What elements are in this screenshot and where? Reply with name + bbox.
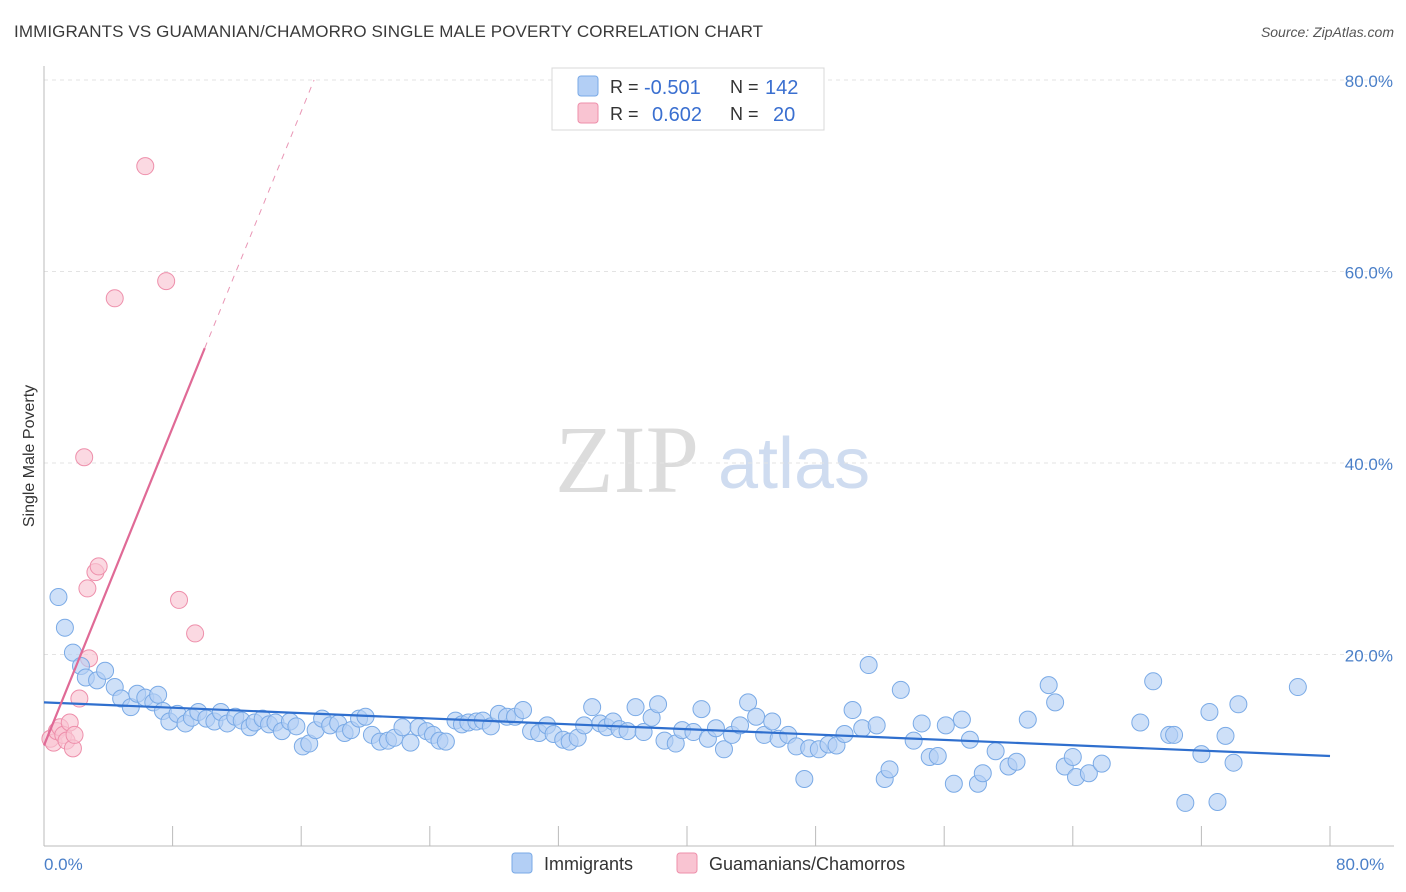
guamanian-point [65, 725, 84, 744]
immigrant-point [763, 712, 782, 731]
immigrant-point [436, 732, 455, 751]
immigrant-point [714, 740, 733, 759]
immigrant-point [843, 701, 862, 720]
immigrant-point [835, 724, 854, 743]
immigrant-point [880, 760, 899, 779]
correlation-legend: R = -0.501 N = 142 R = 0.602 N = 20 [551, 67, 825, 131]
immigrant-point [1200, 702, 1219, 721]
guamanian-point [105, 289, 124, 308]
immigrant-point [1216, 726, 1235, 745]
legend-r-value-1: -0.501 [644, 77, 701, 99]
immigrant-point [952, 710, 971, 729]
y-tick-label: 20.0% [1345, 647, 1393, 666]
guamanian-trend-extension [204, 79, 315, 349]
guamanian-point [170, 590, 189, 609]
immigrant-point [706, 719, 725, 738]
series-legend: Immigrants Guamanians/Chamorros [511, 852, 905, 874]
immigrant-point [1144, 672, 1163, 691]
x-tick-label-max: 80.0% [1336, 855, 1384, 874]
legend-r-label-2: R = [610, 104, 639, 124]
immigrant-point [731, 716, 750, 735]
x-axis-ticks [43, 826, 1331, 846]
bottom-legend-swatch-immigrants [511, 852, 533, 874]
immigrant-point [401, 733, 420, 752]
immigrant-point [1229, 695, 1248, 714]
immigrant-point [973, 764, 992, 783]
x-tick-label-min: 0.0% [44, 855, 83, 874]
immigrant-point [1079, 764, 1098, 783]
guamanian-point [89, 557, 108, 576]
immigrant-point [1176, 793, 1195, 812]
immigrant-point [747, 707, 766, 726]
immigrant-points [49, 588, 1307, 812]
immigrant-point [986, 742, 1005, 761]
immigrant-point [1192, 745, 1211, 764]
immigrant-point [393, 718, 412, 737]
guamanian-point [186, 624, 205, 643]
bottom-legend-label-guamanians: Guamanians/Chamorros [709, 854, 905, 874]
immigrant-point [1092, 754, 1111, 773]
legend-swatch-guamanians [577, 102, 599, 124]
immigrant-point [149, 685, 168, 704]
immigrant-point [1007, 752, 1026, 771]
y-tick-labels: 20.0% 40.0% 60.0% 80.0% [1345, 72, 1393, 666]
immigrant-point [55, 618, 74, 637]
guamanian-point [157, 272, 176, 291]
immigrant-point [1208, 792, 1227, 811]
immigrant-point [795, 769, 814, 788]
watermark-zip: ZIP [555, 406, 699, 513]
y-tick-label: 80.0% [1345, 72, 1393, 91]
y-tick-label: 60.0% [1345, 264, 1393, 283]
immigrant-point [49, 588, 68, 607]
immigrant-point [867, 716, 886, 735]
immigrant-point [1046, 693, 1065, 712]
immigrant-point [928, 746, 947, 765]
immigrant-point [1288, 678, 1307, 697]
immigrant-point [904, 731, 923, 750]
legend-r-label-1: R = [610, 77, 639, 97]
immigrant-point [1039, 676, 1058, 695]
immigrant-point [618, 722, 637, 741]
immigrant-point [1063, 747, 1082, 766]
immigrant-point [287, 717, 306, 736]
immigrant-point [1224, 753, 1243, 772]
immigrant-point [859, 656, 878, 675]
immigrant-point [1131, 713, 1150, 732]
immigrant-point [583, 698, 602, 717]
legend-n-value-2: 20 [773, 104, 795, 126]
guamanian-points [41, 157, 205, 758]
source-credit: Source: ZipAtlas.com [1260, 24, 1394, 40]
immigrant-point [936, 716, 955, 735]
immigrant-point [912, 714, 931, 733]
y-tick-label: 40.0% [1345, 455, 1393, 474]
immigrant-trend-line [43, 701, 1331, 758]
legend-n-label-1: N = [730, 77, 759, 97]
immigrant-point [944, 774, 963, 793]
immigrant-point [1018, 710, 1037, 729]
immigrant-point [649, 695, 668, 714]
legend-r-value-2: 0.602 [652, 104, 702, 126]
legend-swatch-immigrants [577, 75, 599, 97]
gridlines [44, 79, 1394, 655]
legend-n-value-1: 142 [765, 77, 798, 99]
immigrant-point [514, 701, 533, 720]
immigrant-point [626, 698, 645, 717]
immigrant-point [692, 700, 711, 719]
legend-n-label-2: N = [730, 104, 759, 124]
guamanian-trend-line [42, 347, 206, 746]
chart-title: IMMIGRANTS VS GUAMANIAN/CHAMORRO SINGLE … [14, 22, 764, 41]
y-axis-label: Single Male Poverty [21, 385, 38, 527]
guamanian-point [78, 579, 97, 598]
bottom-legend-label-immigrants: Immigrants [544, 854, 633, 874]
guamanian-point [75, 448, 94, 467]
trend-lines [42, 79, 1331, 758]
guamanian-point [136, 157, 155, 176]
immigrant-point [739, 693, 758, 712]
immigrant-point [1165, 725, 1184, 744]
bottom-legend-swatch-guamanians [676, 852, 698, 874]
immigrant-point [891, 680, 910, 699]
immigrant-point [96, 661, 115, 680]
watermark-atlas: atlas [718, 424, 870, 504]
